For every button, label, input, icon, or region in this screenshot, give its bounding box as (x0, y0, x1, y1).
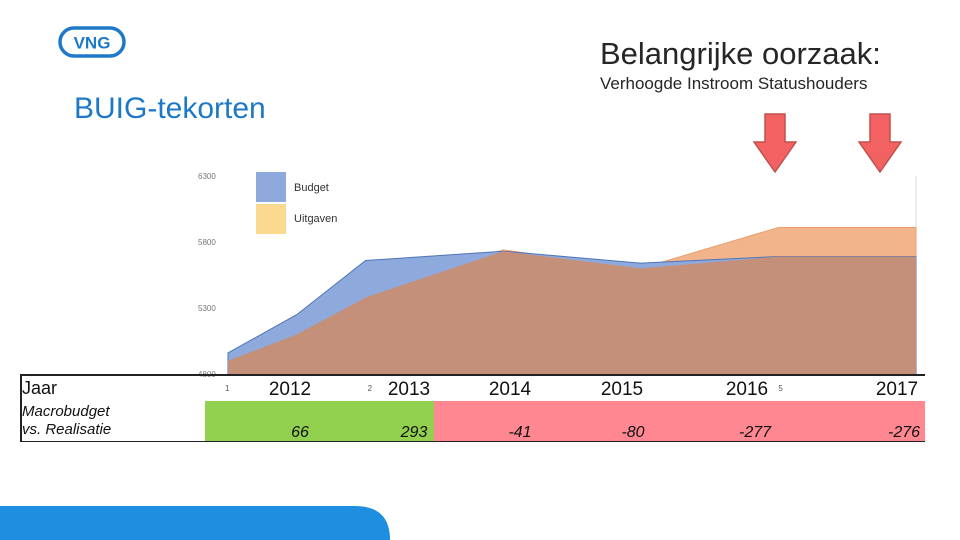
year-cell: 2013 (388, 379, 430, 400)
diff-cell: -277 (739, 424, 772, 441)
negative-cell-block (434, 401, 925, 441)
y-tick-label: 5800 (198, 238, 216, 247)
vng-logo: VNG (58, 26, 126, 58)
slide-subheading: Verhoogde Instroom Statushouders (600, 74, 868, 93)
legend-budget-label: Budget (294, 182, 329, 194)
x-tick-label: 5 (778, 384, 783, 393)
down-arrow-icon (857, 113, 903, 174)
x-tick-label: 1 (225, 384, 230, 393)
positive-cell-block (205, 401, 434, 441)
legend-budget-swatch (256, 172, 286, 202)
down-arrow-icon (752, 113, 798, 174)
legend-uitgaven-swatch (256, 204, 286, 234)
diff-cell: 66 (291, 424, 309, 441)
logo-text: VNG (74, 34, 111, 53)
slide-heading: Belangrijke oorzaak: (600, 36, 881, 71)
y-tick-label: 4800 (198, 370, 216, 379)
footer-decoration (0, 506, 390, 540)
overlap-area (228, 251, 916, 374)
y-tick-label: 6300 (198, 172, 216, 181)
x-tick-label: 2 (368, 384, 373, 393)
year-cell: 2017 (876, 379, 918, 400)
diff-cell: -276 (888, 424, 920, 441)
page-title: BUIG-tekorten (74, 92, 266, 125)
diff-header-line1: Macrobudget (22, 403, 110, 420)
legend-uitgaven-label: Uitgaven (294, 213, 337, 225)
year-cell: 2012 (269, 379, 311, 400)
diff-cell: -80 (621, 424, 644, 441)
diff-row-header: Macrobudget vs. Realisatie (22, 403, 162, 439)
diff-cell: -41 (508, 424, 531, 441)
diff-cell: 293 (400, 424, 428, 441)
year-row-header: Jaar (22, 378, 58, 398)
year-cell: 2015 (601, 379, 643, 400)
year-cell: 2016 (726, 379, 768, 400)
diff-header-line2: vs. Realisatie (22, 421, 112, 438)
y-tick-label: 5300 (198, 304, 216, 313)
year-cell: 2014 (489, 379, 532, 400)
